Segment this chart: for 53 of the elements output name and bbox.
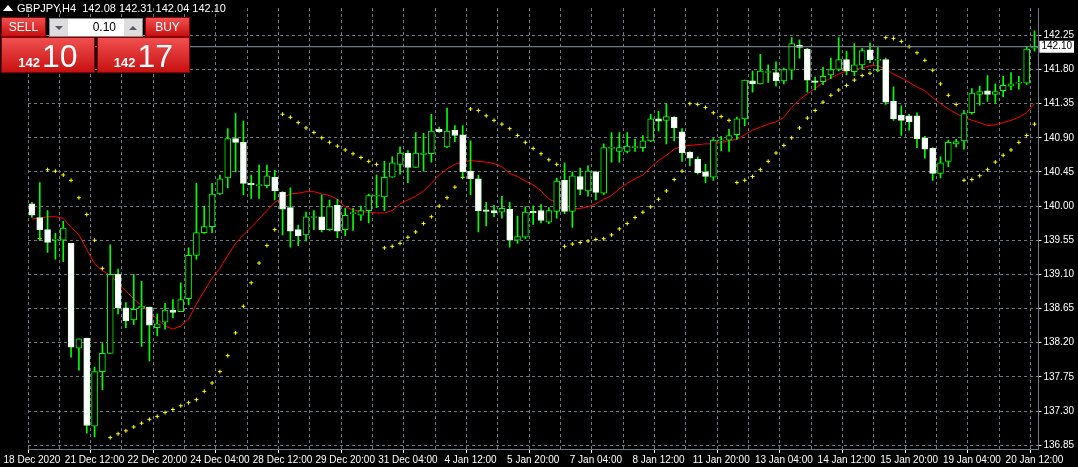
y-tick-label: 138.65 — [1043, 302, 1075, 314]
candlestick — [349, 208, 357, 231]
y-tick-label: 142.25 — [1043, 29, 1075, 41]
lot-size-field: 0.10 — [49, 18, 143, 37]
y-tick-label: 140.45 — [1043, 165, 1075, 177]
candlestick — [1015, 75, 1023, 90]
annotation: 142 — [113, 54, 136, 72]
x-tick-label: 20 Jan 12:00 — [1005, 453, 1064, 465]
y-tick-label: 139.55 — [1043, 234, 1075, 246]
x-tick-label: 5 Jan 20:00 — [507, 453, 560, 465]
buy-button: BUY — [145, 17, 190, 37]
x-tick-label: 31 Dec 04:00 — [378, 453, 439, 465]
annotation: 10 — [42, 38, 78, 74]
candlestick — [130, 274, 138, 325]
x-tick-label: 18 Dec 2020 — [3, 453, 61, 465]
x-tick-label: 11 Jan 20:00 — [692, 453, 751, 465]
candlestick — [811, 76, 819, 91]
x-tick-label: 15 Jan 20:00 — [880, 453, 939, 465]
sell-price-box: 142 10 — [1, 37, 95, 73]
candlestick — [717, 135, 725, 152]
x-tick-label: 22 Dec 20:00 — [127, 453, 188, 465]
x-tick-label: 13 Jan 04:00 — [754, 453, 814, 465]
annotation: 142 — [18, 54, 41, 72]
y-tick-label: 139.10 — [1043, 268, 1075, 280]
chart-title: GBPJPY,H4 142.08 142.31 142.04 142.10 — [17, 2, 226, 14]
candlestick — [490, 205, 498, 218]
y-tick-label: 140.00 — [1043, 199, 1075, 211]
buy-price-box: 142 17 — [97, 37, 190, 73]
y-tick-label: 137.75 — [1043, 370, 1075, 382]
y-tick-label: 137.30 — [1043, 404, 1075, 416]
y-tick-label: 141.80 — [1043, 63, 1075, 75]
x-tick-label: 7 Jan 04:00 — [569, 453, 623, 465]
x-tick-label: 19 Jan 04:00 — [942, 453, 1002, 465]
candlestick — [482, 201, 490, 227]
annotation: 17 — [137, 38, 174, 74]
x-tick-label: 24 Dec 04:00 — [190, 453, 251, 465]
candlestick — [200, 205, 208, 234]
candlestick — [529, 205, 537, 225]
candlestick — [1008, 72, 1014, 91]
x-tick-label: 8 Jan 12:00 — [632, 453, 686, 465]
x-tick-label: 21 Dec 12:00 — [64, 453, 125, 465]
candlestick — [169, 299, 177, 319]
candlestick — [498, 195, 506, 219]
ref-line-label: 142.10 — [1041, 40, 1073, 52]
x-tick-label: 29 Dec 20:00 — [315, 453, 376, 465]
x-tick-label: 4 Jan 12:00 — [444, 453, 498, 465]
y-tick-label: 138.20 — [1043, 336, 1075, 348]
y-tick-label: 141.35 — [1043, 97, 1075, 109]
x-tick-label: 28 Dec 12:00 — [252, 453, 313, 465]
y-tick-label: 140.90 — [1043, 131, 1075, 143]
x-tick-label: 14 Jan 12:00 — [817, 453, 876, 465]
y-tick-label: 136.85 — [1043, 438, 1075, 450]
sell-button: SELL — [1, 17, 46, 37]
